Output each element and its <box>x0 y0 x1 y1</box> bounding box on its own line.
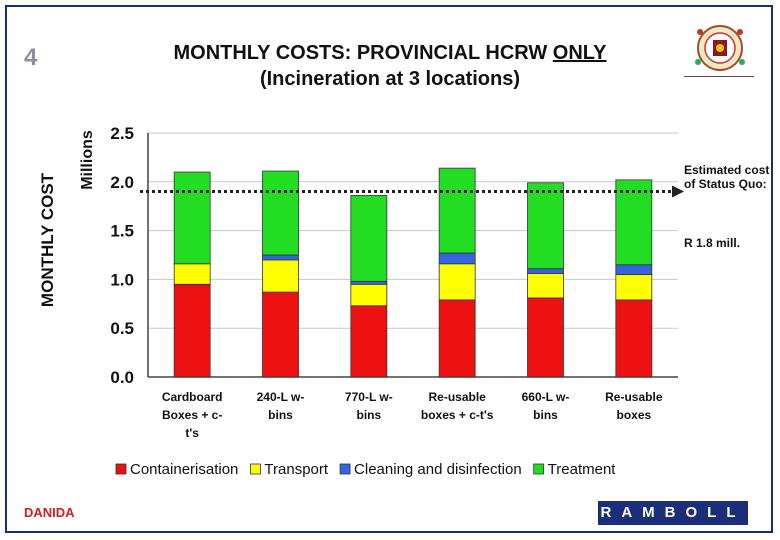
bar-segment <box>527 297 564 378</box>
bar-segment <box>615 274 653 301</box>
x-tick-label: Re-usable boxes + c-t's <box>421 390 494 422</box>
bar-segment <box>438 263 476 301</box>
annotation-status-quo: Estimated cost of Status Quo: <box>684 163 770 191</box>
bar-segment <box>438 299 476 378</box>
footer-danida: DANIDA <box>24 505 75 520</box>
y-tick-label: 1.0 <box>110 270 134 289</box>
bar-segment <box>615 299 653 378</box>
bar-segment <box>350 280 388 285</box>
bar-segment <box>615 179 653 266</box>
legend-swatch <box>533 463 545 475</box>
bar-segment <box>350 283 388 307</box>
x-tick-label: Cardboard Boxes + c-t's <box>162 390 223 440</box>
title-line1: MONTHLY COSTS: PROVINCIAL HCRW <box>173 42 553 64</box>
bar-segment <box>262 291 299 378</box>
legend-label: Cleaning and disinfection <box>354 461 522 478</box>
bar-segment <box>350 305 388 378</box>
x-tick-label: 660-L w-bins <box>522 390 570 422</box>
bar-segment <box>527 268 564 274</box>
bar-segment <box>350 195 388 282</box>
footer-ramboll-logo: RAMBOLL <box>598 501 748 525</box>
x-tick-label: 770-L w-bins <box>345 390 393 422</box>
bar-segment <box>438 252 476 265</box>
y-tick-label: 1.5 <box>110 222 134 241</box>
bar-segment <box>173 263 211 285</box>
legend-label: Transport <box>264 461 328 478</box>
y-tick-label: 0.5 <box>110 319 134 338</box>
logo-rule <box>684 76 754 77</box>
legend-swatch <box>250 463 261 475</box>
legend-label: Containerisation <box>130 461 238 478</box>
y-tick-label: 2.0 <box>110 173 134 192</box>
annotation-value: R 1.8 mill. <box>684 236 741 250</box>
legend-label: Treatment <box>548 461 617 478</box>
bar-segment <box>262 254 299 261</box>
bar-segment <box>615 264 653 275</box>
y-axis-unit: Millions <box>79 130 96 190</box>
bar-segment <box>262 259 299 293</box>
legend-swatch <box>339 463 351 475</box>
slide-number: 4 <box>24 44 38 71</box>
slide-frame <box>5 5 773 533</box>
x-tick-label: Re-usable boxes <box>605 390 663 422</box>
y-tick-label: 2.5 <box>110 124 134 143</box>
title-line2: (Incineration at 3 locations) <box>259 68 521 90</box>
title-underlined-word: ONLY <box>552 42 607 64</box>
bar-segment <box>173 283 211 378</box>
y-tick-label: 0.0 <box>110 368 134 387</box>
crest-logo-icon <box>695 25 745 71</box>
y-axis-title: MONTHLY COST <box>38 172 57 307</box>
x-tick-label: 240-L w-bins <box>257 390 305 422</box>
status-quo-arrow-icon <box>672 185 684 198</box>
legend-swatch <box>115 463 127 475</box>
chart-title: MONTHLY COSTS: PROVINCIAL HCRW ONLY (Inc… <box>100 40 680 92</box>
bar-segment <box>173 171 211 265</box>
bar-segment <box>262 170 299 256</box>
bar-segment <box>527 182 564 270</box>
bar-segment <box>527 273 564 299</box>
bar-segment <box>438 167 476 254</box>
